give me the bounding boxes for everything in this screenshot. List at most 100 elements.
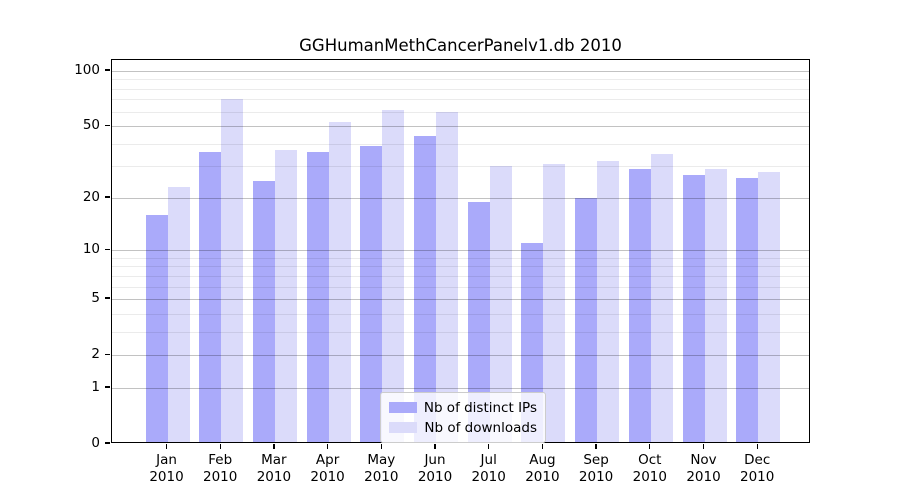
x-tick-label-line: Sep <box>583 452 609 468</box>
x-tick-label-line: 2010 <box>417 469 453 485</box>
y-tick-label: 50 <box>82 117 100 134</box>
y-tick-mark <box>105 442 110 444</box>
minor-gridline <box>112 79 809 81</box>
x-tick-label-line: Nov <box>690 452 717 468</box>
bar-ips-8 <box>575 197 598 443</box>
bar-ips-1 <box>199 152 222 443</box>
minor-gridline <box>112 266 809 268</box>
legend-swatch-distinct-ips <box>389 402 417 413</box>
major-gridline <box>112 387 809 389</box>
x-tick-label-line: Jul <box>480 452 497 468</box>
x-tick-label: Mar 2010 <box>239 452 309 486</box>
x-tick-label: Sep 2010 <box>561 452 631 486</box>
major-gridline <box>112 250 809 252</box>
bar-downloads-0 <box>167 187 190 443</box>
x-tick-label: Nov 2010 <box>669 452 739 486</box>
x-tick-label-line: 2010 <box>471 469 506 485</box>
bar-downloads-10 <box>704 169 727 443</box>
legend: Nb of distinct IPs Nb of downloads <box>380 392 546 443</box>
x-tick-label: Jul 2010 <box>454 452 524 486</box>
minor-gridline <box>112 166 809 168</box>
x-tick-mark <box>649 443 651 449</box>
x-tick-label-line: 2010 <box>149 469 184 485</box>
x-tick-mark <box>488 443 490 449</box>
bar-downloads-8 <box>597 161 620 443</box>
minor-gridline <box>112 331 809 333</box>
x-tick-mark <box>541 443 544 449</box>
legend-item-downloads: Nb of downloads <box>389 419 537 436</box>
minor-gridline <box>112 313 809 315</box>
legend-label-distinct-ips: Nb of distinct IPs <box>423 399 537 416</box>
bar-ips-10 <box>682 174 705 443</box>
y-tick-mark <box>105 386 110 388</box>
x-tick-label-line: Oct <box>638 452 662 468</box>
x-tick-mark <box>273 443 275 449</box>
bar-ips-4 <box>360 145 383 443</box>
minor-gridline <box>112 99 809 101</box>
y-tick-mark <box>105 248 110 250</box>
x-tick-mark <box>434 443 436 449</box>
x-tick-label-line: 2010 <box>203 469 238 485</box>
minor-gridline <box>112 257 809 259</box>
minor-gridline <box>112 111 809 113</box>
x-tick-label-line: 2010 <box>310 469 345 485</box>
x-tick-mark <box>595 443 597 449</box>
bar-ips-11 <box>736 177 759 443</box>
y-tick-mark <box>105 69 110 71</box>
y-tick-mark <box>105 196 110 198</box>
x-tick-label: Oct 2010 <box>615 452 685 486</box>
major-gridline <box>112 355 809 357</box>
x-tick-label: Feb 2010 <box>185 452 255 486</box>
plot-canvas <box>112 60 809 443</box>
x-tick-label-line: Apr <box>315 452 340 468</box>
x-tick-mark <box>756 443 758 449</box>
x-tick-label: Dec 2010 <box>722 452 792 486</box>
major-gridline <box>112 71 809 72</box>
x-tick-label-line: 2010 <box>256 469 292 485</box>
x-tick-label-line: 2010 <box>686 469 721 485</box>
bar-downloads-1 <box>221 99 244 443</box>
minor-gridline <box>112 88 809 90</box>
legend-item-distinct-ips: Nb of distinct IPs <box>389 399 537 416</box>
y-tick-label: 100 <box>74 62 100 78</box>
bar-downloads-5 <box>436 111 458 443</box>
minor-gridline <box>112 143 809 145</box>
y-tick-label: 20 <box>82 188 100 205</box>
bar-downloads-9 <box>650 154 673 443</box>
x-tick-label-line: Jun <box>424 452 446 468</box>
y-tick-label: 5 <box>91 290 100 307</box>
x-tick-mark <box>165 443 168 449</box>
y-tick-label: 1 <box>91 378 100 395</box>
x-tick-label-line: 2010 <box>632 469 667 485</box>
y-tick-label: 0 <box>91 435 100 451</box>
x-tick-label: Apr 2010 <box>293 452 363 486</box>
x-tick-label-line: 2010 <box>364 469 399 485</box>
bar-ips-6 <box>467 201 490 443</box>
legend-label-downloads: Nb of downloads <box>424 419 537 436</box>
chart-title: GGHumanMethCancerPanelv1.db 2010 <box>299 36 622 55</box>
bar-downloads-7 <box>543 163 566 443</box>
minor-gridline <box>112 286 809 288</box>
x-tick-label-line: Feb <box>208 452 233 468</box>
x-tick-mark <box>326 443 329 449</box>
x-tick-label: Jan 2010 <box>132 452 202 486</box>
x-tick-label-line: Dec <box>744 452 771 468</box>
x-tick-label-line: 2010 <box>578 469 614 485</box>
bar-downloads-6 <box>489 166 512 443</box>
y-tick-mark <box>105 124 110 126</box>
y-tick-mark <box>105 297 110 299</box>
x-tick-label-line: 2010 <box>740 469 775 485</box>
plot-area: Nb of distinct IPs Nb of downloads <box>111 59 810 443</box>
bar-downloads-2 <box>274 150 297 443</box>
bar-ips-5 <box>414 136 436 443</box>
x-tick-label: Jun 2010 <box>400 452 470 486</box>
x-tick-label-line: Jan <box>156 452 177 468</box>
x-tick-mark <box>702 443 705 449</box>
y-tick-mark <box>105 353 110 355</box>
y-tick-label: 2 <box>91 346 100 363</box>
major-gridline <box>112 197 809 199</box>
x-tick-label: Aug 2010 <box>507 452 577 486</box>
x-tick-label: May 2010 <box>346 452 416 486</box>
major-gridline <box>112 299 809 301</box>
